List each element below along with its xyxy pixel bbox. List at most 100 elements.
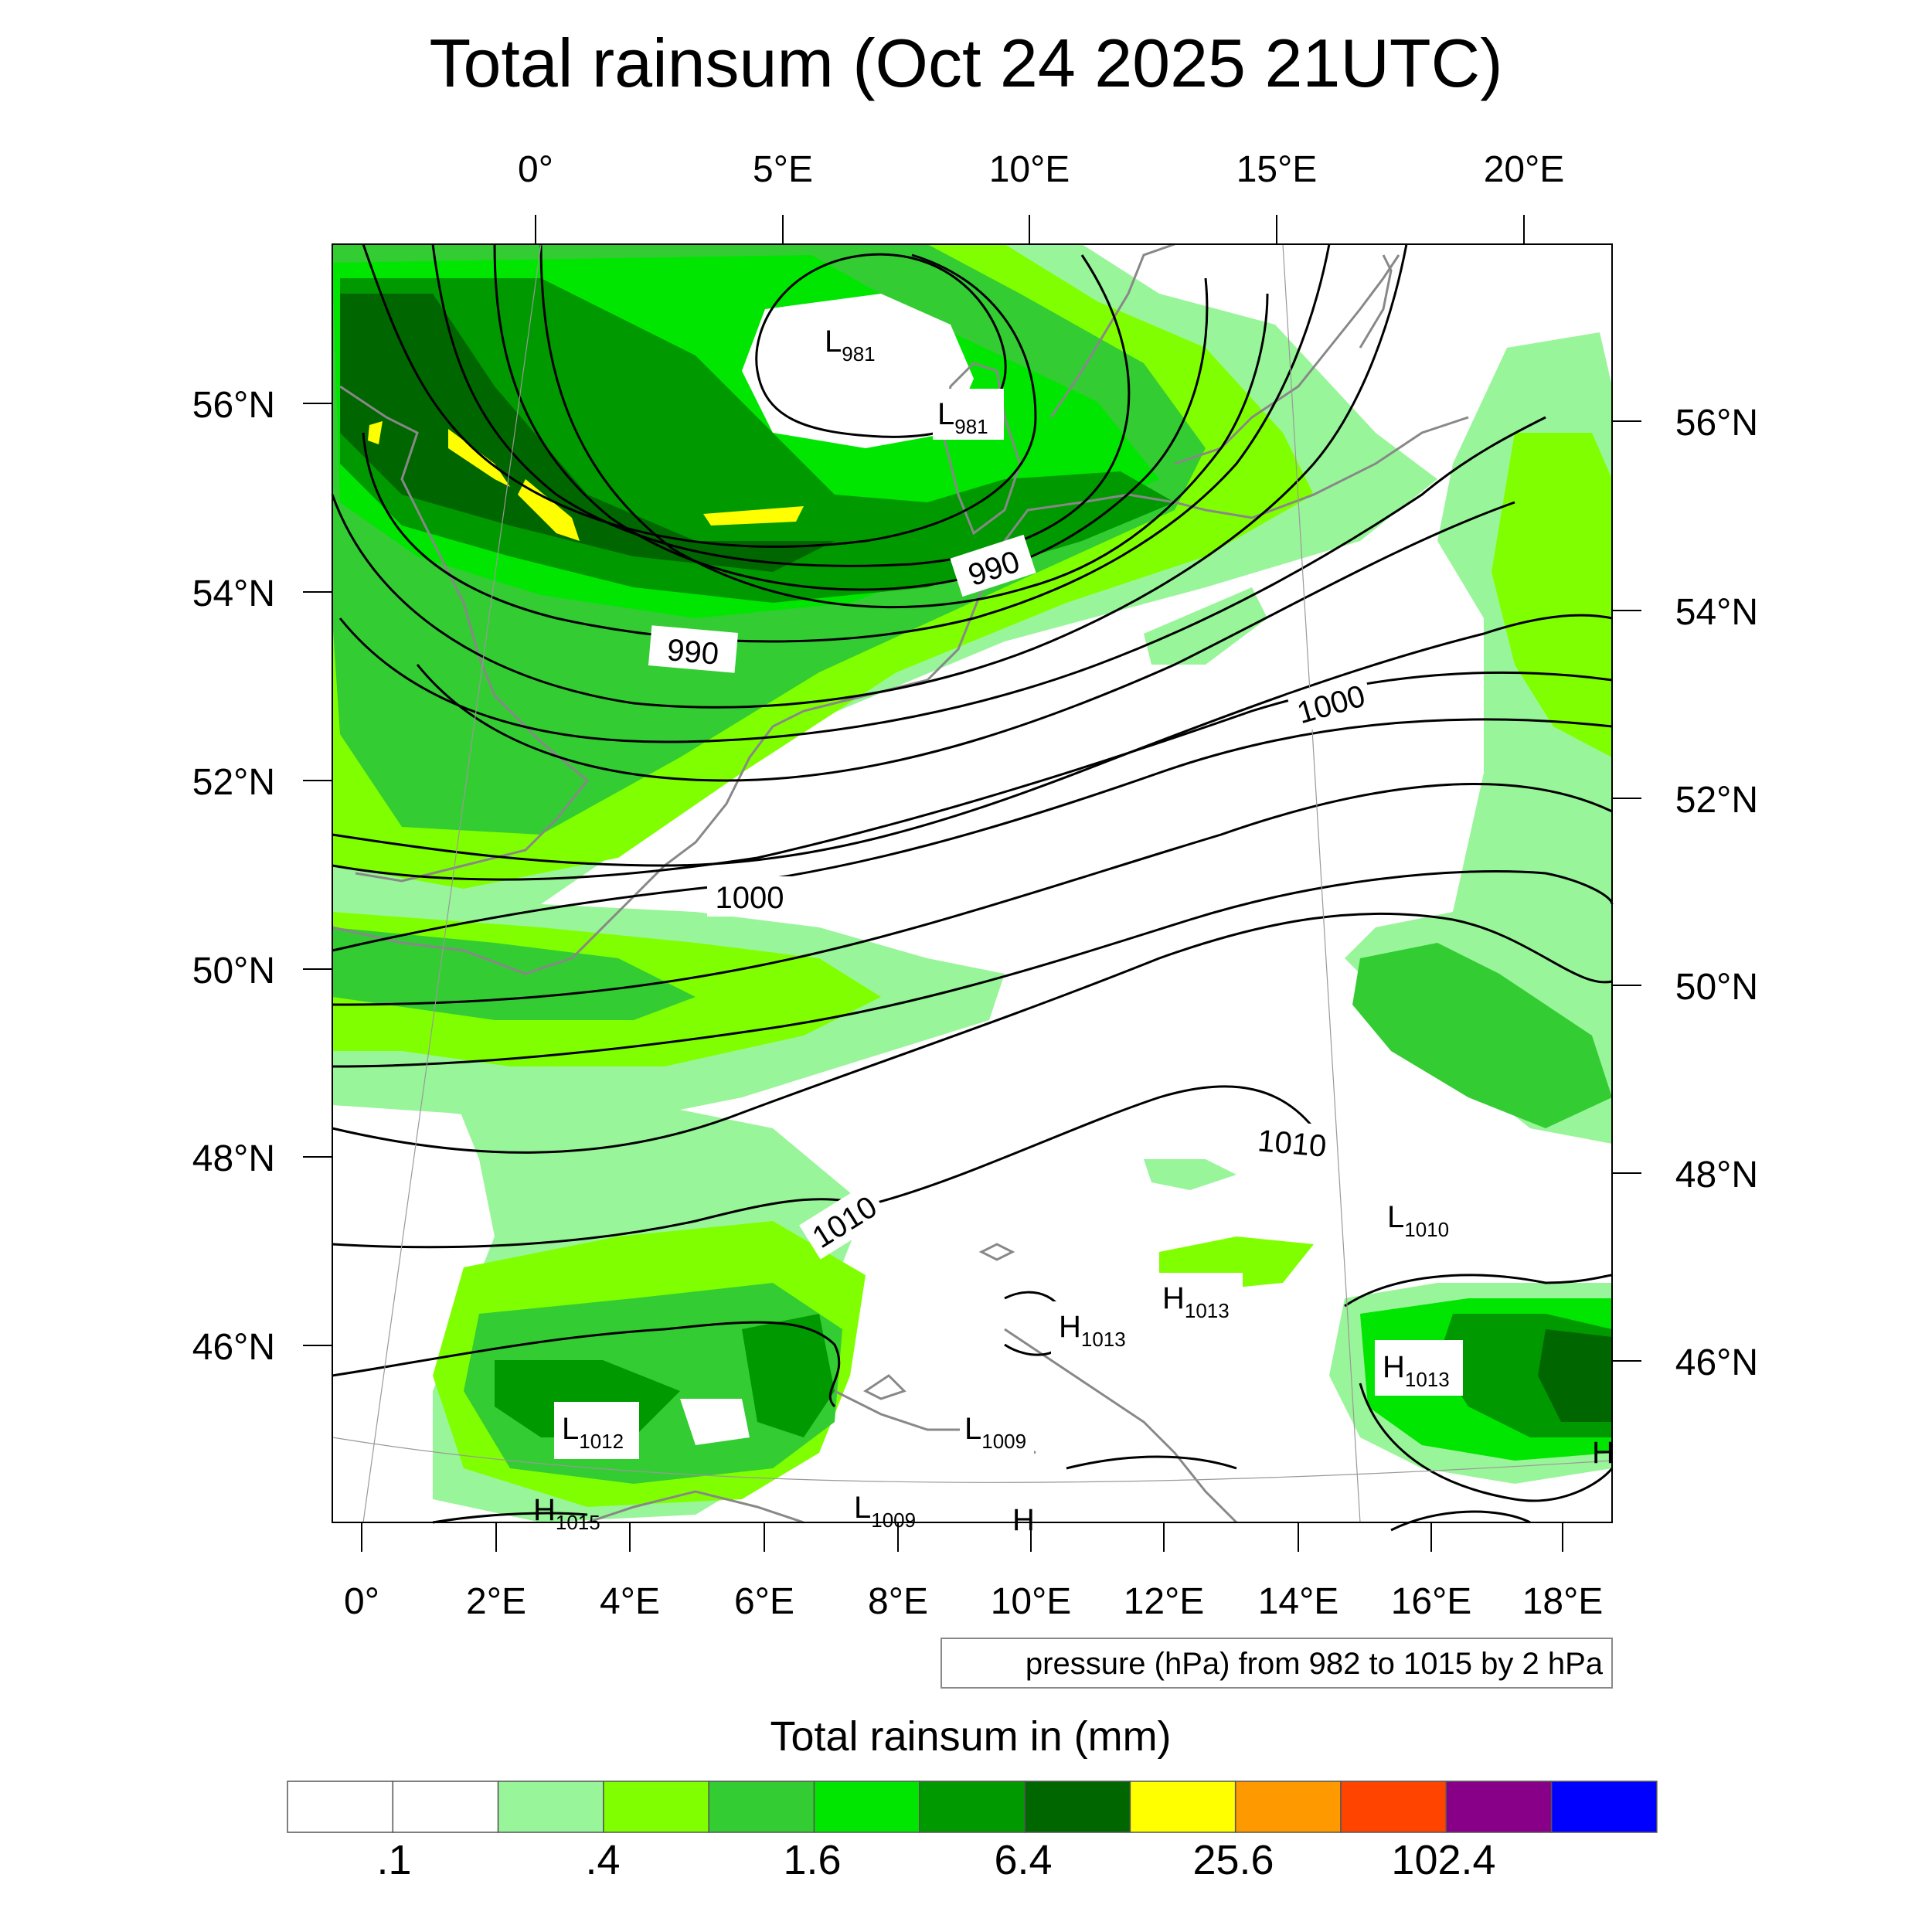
colorbar-label: 1.6 [783,1837,841,1883]
graticule [332,243,1613,1523]
right-lat-label: 48°N [1675,1155,1758,1196]
contour-info-text: pressure (hPa) from 982 to 1015 by 2 hPa [1026,1647,1604,1681]
rain-area-central-medium [332,927,696,1020]
parallel-45n [332,1437,1613,1483]
isobar-10 [332,671,1613,881]
pressure-center-label: L981 [825,325,876,366]
left-lat-label: 56°N [192,385,275,426]
coastline-gulf-of-lion [587,1490,804,1524]
rain-area-scattered-2 [1144,1159,1236,1190]
colorbar-swatch [287,1781,394,1833]
rain-area-east-medium [1352,943,1612,1128]
rain-area-southwest-dark-2 [742,1314,835,1437]
isobar-12 [332,782,1613,1006]
isobar-16 [332,1321,841,1408]
pressure-center-label: L1012 [562,1412,624,1453]
right-lat-label: 54°N [1675,592,1758,633]
isobar-6 [331,243,1408,709]
colorbar-swatch [1550,1781,1658,1833]
isobar-4 [539,243,1269,609]
coastline-denmark [941,362,1022,536]
bottom-lon-label: 18°E [1522,1581,1604,1622]
colorbar-swatch [813,1781,920,1833]
left-lat-label: 46°N [192,1327,275,1368]
bottom-lon-label: 8°E [868,1581,928,1622]
pressure-center-box [554,1402,639,1459]
isobar-17 [1344,1274,1613,1308]
rain-spot-yellow-1 [448,429,510,487]
pressure-center-box [960,1403,1034,1458]
colorbar-label: .1 [376,1837,411,1883]
colorbar: Total rainsum in (mm) .1 .4 1.6 6.4 25.6… [287,1713,1658,1883]
colorbar-label: 6.4 [994,1837,1052,1883]
top-lon-label: 15°E [1236,149,1318,190]
rain-area-north-darkest [340,294,835,572]
pressure-center-label: H1013 [1162,1281,1230,1322]
right-latitude-axis: 56°N 54°N 52°N 50°N 48°N 46°N [1612,403,1758,1383]
isobar-label-text: 1010 [1257,1124,1328,1164]
pressure-center-h-1013-c: H1013 [1375,1340,1463,1396]
top-lon-label: 0° [518,149,553,190]
isobar-9 [332,614,1613,867]
coastline-channel [332,926,573,975]
pressure-center-l-1012: L1012 [554,1402,639,1459]
colorbar-swatch [1445,1781,1553,1833]
isobar-label-990-left: 990 [648,625,739,673]
rain-spot-yellow-4 [368,421,383,444]
colorbar-swatch [1340,1781,1447,1833]
isobar-label-box [648,625,739,673]
pressure-center-box [1375,1340,1463,1396]
pressure-center-label: L1010 [1387,1200,1449,1241]
isobar-18 [1359,1383,1614,1502]
bottom-lon-label: 12°E [1124,1581,1205,1622]
coastline-adriatic [1004,1328,1238,1524]
isobar-20 [1066,1455,1237,1470]
pressure-center-l-1010: L1010 [1387,1200,1449,1241]
colorbar-title: Total rainsum in (mm) [770,1713,1171,1760]
top-tick-marks [535,215,1525,244]
colorbar-swatch [497,1781,604,1833]
isobar-8 [416,501,1515,782]
meridian-0 [362,243,542,1523]
bottom-lon-label: 0° [344,1581,379,1622]
pressure-center-h-clipped: H [1592,1436,1614,1470]
rain-free-southwest-hole [680,1399,750,1445]
bottom-lon-label: 10°E [991,1581,1072,1622]
left-lat-label: 54°N [192,573,275,614]
right-lat-label: 46°N [1675,1342,1758,1383]
top-lon-label: 20°E [1484,149,1565,190]
isobar-label-box [799,1182,889,1260]
pressure-center-box [1051,1301,1136,1355]
bottom-lon-label: 14°E [1258,1581,1339,1622]
pressure-center-h-1013-b: H1013 [1155,1273,1243,1325]
pressure-center-box [933,389,1004,440]
isobar-label-box [1286,672,1376,734]
isobar-label-1010-right: 1010 [1250,1118,1335,1166]
left-tick-marks [303,403,332,1346]
colorbar-swatch [708,1781,815,1833]
isobar-2 [431,243,1131,567]
top-longitude-axis: 0° 5°E 10°E 15°E 20°E [518,149,1564,244]
colorbar-label: .4 [585,1837,620,1883]
isobar-label-1000-left: 1000 [707,876,792,917]
colorbar-label: 102.4 [1391,1837,1495,1883]
isobar-label-box [950,534,1036,597]
pressure-center-label: L1009 [854,1491,916,1532]
colorbar-boxes [287,1781,1658,1833]
isobar-1 [362,243,1037,548]
colorbar-swatch [1024,1781,1131,1833]
coastline-gotland [1359,254,1393,349]
left-latitude-axis: 56°N 54°N 52°N 50°N 48°N 46°N [192,385,332,1368]
colorbar-label: 25.6 [1192,1837,1274,1883]
isobar-label-990-right: 990 [950,534,1036,597]
bottom-longitude-axis: 0° 2°E 4°E 6°E 8°E 10°E 12°E 14°E 16°E 1… [344,1522,1603,1622]
isobar-14 [332,912,1613,1154]
lake-constance [978,1243,1015,1261]
isobars [331,243,1614,1532]
colorbar-swatch [1129,1781,1236,1833]
meridian-15e [1282,243,1361,1523]
left-lat-label: 52°N [192,762,275,803]
pressure-center-label: L981 [937,397,988,438]
isobar-label-1000-right: 1000 [1286,672,1376,734]
